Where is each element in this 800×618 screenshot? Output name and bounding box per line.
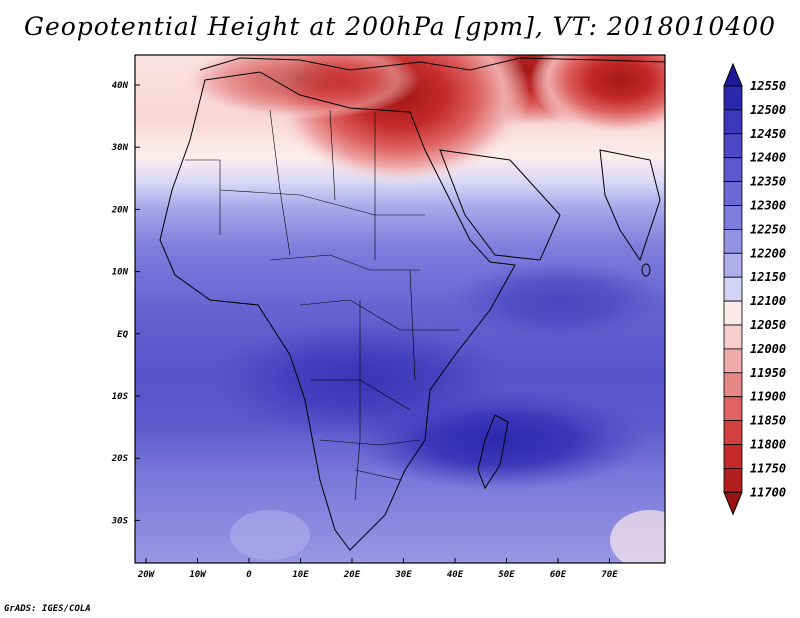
colorbar-top-arrow [723, 62, 743, 87]
lon-tick-label: 60E [550, 570, 567, 580]
colorbar-level-label: 12050 [750, 318, 786, 332]
colorbar-box [723, 372, 743, 398]
colorbar-box [723, 420, 743, 445]
lat-tick-label: 30S [111, 516, 129, 526]
colorbar-level-label: 12200 [750, 246, 786, 260]
lat-tick-label: EQ [117, 330, 128, 340]
lon-tick-label: 70E [601, 570, 618, 580]
colorbar-level-label: 12550 [750, 79, 786, 93]
colorbar-box [723, 324, 743, 350]
colorbar-bottom-arrow [723, 491, 743, 516]
colorbar-level-label: 11700 [750, 485, 786, 499]
lat-tick-label: 10N [112, 268, 129, 278]
lon-tick-label: 50E [498, 570, 515, 580]
colorbar-level-label: 12500 [750, 103, 786, 117]
longitude-axis: 20W 10W 0 10E 20E 30E 40E 50E 60E 70E [137, 558, 618, 580]
lon-tick-label: 30E [394, 570, 412, 580]
colorbar-level-label: 11850 [750, 414, 786, 428]
colorbar-box [723, 157, 743, 182]
lon-tick-label: 10W [189, 570, 207, 580]
colorbar-box [723, 467, 743, 493]
borders [185, 109, 460, 501]
colorbar-level-label: 12450 [750, 127, 786, 141]
colorbar-box [723, 276, 743, 302]
colorbar-box [723, 181, 743, 206]
colorbar-box [723, 252, 743, 278]
colorbar-box [723, 228, 743, 254]
colorbar-box [723, 205, 743, 230]
colorbar-box [723, 133, 743, 159]
colorbar-box [723, 85, 743, 111]
lat-tick-label: 10S [112, 392, 129, 402]
colorbar-level-label: 12300 [750, 199, 786, 213]
credit-label: GrADS: IGES/COLA [4, 604, 91, 614]
colorbar: 12550 12500 12450 12400 12350 12300 12250 12200… [723, 62, 786, 516]
colorbar-box [723, 348, 743, 374]
lat-tick-label: 20N [111, 205, 129, 215]
colorbar-level-label: 12100 [750, 294, 786, 308]
map-frame [134, 54, 666, 564]
latitude-axis: 40N 30N 20N 10N EQ 10S 20S 30S [111, 81, 140, 526]
height-field [135, 55, 665, 563]
colorbar-level-label: 12250 [750, 222, 786, 236]
lat-tick-label: 40N [112, 81, 129, 91]
coastlines [159, 57, 665, 551]
chart-title: Geopotential Height at 200hPa [gpm], VT:… [23, 12, 777, 41]
colorbar-level-label: 12000 [750, 342, 786, 356]
lat-tick-label: 20S [111, 454, 129, 464]
colorbar-level-label: 12150 [750, 270, 786, 284]
colorbar-box [723, 109, 743, 135]
lat-tick-label: 30N [111, 143, 129, 153]
colorbar-level-label: 12350 [750, 175, 786, 189]
lon-tick-label: 10E [292, 570, 309, 580]
colorbar-level-label: 11750 [750, 461, 786, 475]
colorbar-box [723, 300, 743, 326]
colorbar-box [723, 396, 743, 422]
colorbar-level-label: 11900 [750, 390, 786, 404]
lon-tick-label: 20E [343, 570, 361, 580]
lon-tick-label: 20W [137, 570, 156, 580]
colorbar-level-label: 12400 [750, 151, 786, 165]
lon-tick-label: 40E [447, 570, 464, 580]
lon-tick-label: 0 [246, 570, 252, 580]
colorbar-level-label: 11950 [750, 366, 786, 380]
colorbar-box [723, 444, 743, 469]
colorbar-level-label: 11800 [750, 438, 786, 452]
